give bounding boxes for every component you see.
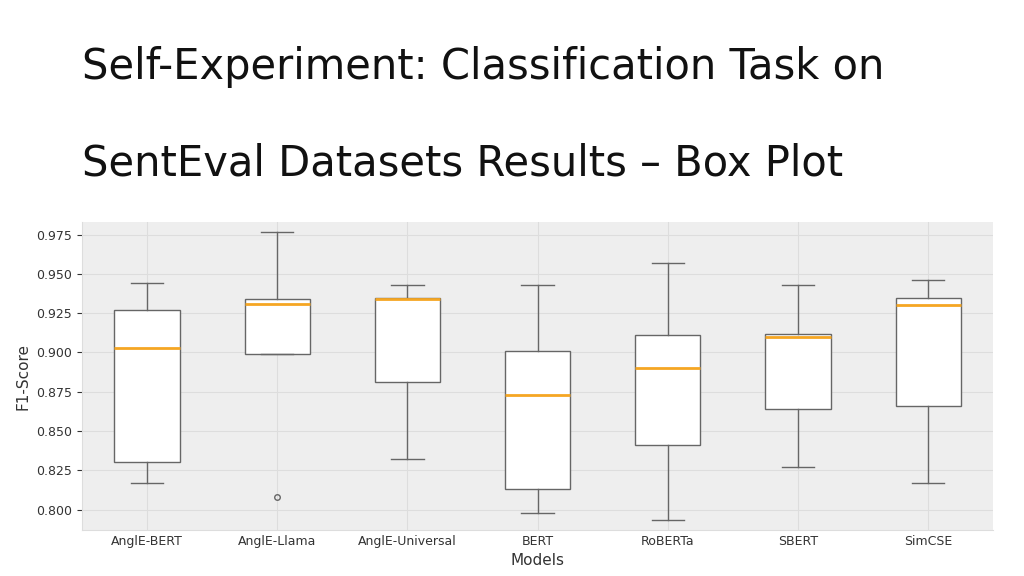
PathPatch shape bbox=[896, 298, 961, 406]
PathPatch shape bbox=[766, 334, 830, 409]
Text: SentEval Datasets Results – Box Plot: SentEval Datasets Results – Box Plot bbox=[82, 142, 843, 184]
PathPatch shape bbox=[375, 298, 440, 382]
PathPatch shape bbox=[635, 335, 700, 445]
PathPatch shape bbox=[505, 351, 570, 489]
Text: Self-Experiment: Classification Task on: Self-Experiment: Classification Task on bbox=[82, 46, 885, 88]
PathPatch shape bbox=[115, 310, 179, 463]
X-axis label: Models: Models bbox=[511, 554, 564, 569]
Y-axis label: F1-Score: F1-Score bbox=[15, 343, 31, 410]
PathPatch shape bbox=[245, 299, 309, 354]
